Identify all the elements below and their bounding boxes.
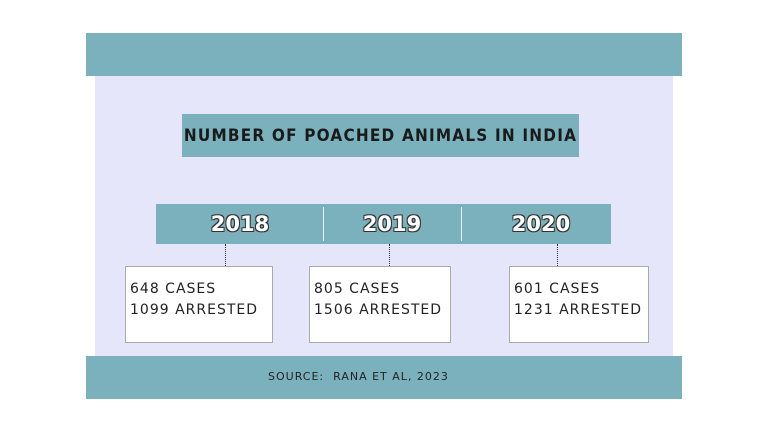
connector bbox=[225, 244, 226, 266]
bottom-bar bbox=[86, 356, 682, 399]
title: NUMBER OF POACHED ANIMALS IN INDIA bbox=[182, 114, 579, 157]
stat-line: 1231 ARRESTED bbox=[514, 302, 643, 318]
divider bbox=[323, 207, 324, 241]
divider bbox=[461, 207, 462, 241]
stat-line: 601 CASES bbox=[514, 281, 601, 297]
stat-box: 648 CASES 1099 ARRESTED bbox=[125, 266, 273, 343]
stat-line: 1099 ARRESTED bbox=[130, 302, 259, 318]
year-label: 2018 bbox=[210, 212, 270, 236]
stat-box: 601 CASES 1231 ARRESTED bbox=[509, 266, 649, 343]
stat-line: 805 CASES bbox=[314, 281, 401, 297]
connector bbox=[557, 244, 558, 266]
top-bar bbox=[86, 33, 682, 76]
stat-line: 1506 ARRESTED bbox=[314, 302, 443, 318]
stat-line: 648 CASES bbox=[130, 281, 217, 297]
year-bar bbox=[156, 204, 611, 244]
year-label: 2019 bbox=[362, 212, 422, 236]
year-label: 2020 bbox=[511, 212, 571, 236]
stat-box: 805 CASES 1506 ARRESTED bbox=[309, 266, 451, 343]
connector bbox=[389, 244, 390, 266]
source: SOURCE: RANA ET AL, 2023 bbox=[268, 370, 449, 383]
